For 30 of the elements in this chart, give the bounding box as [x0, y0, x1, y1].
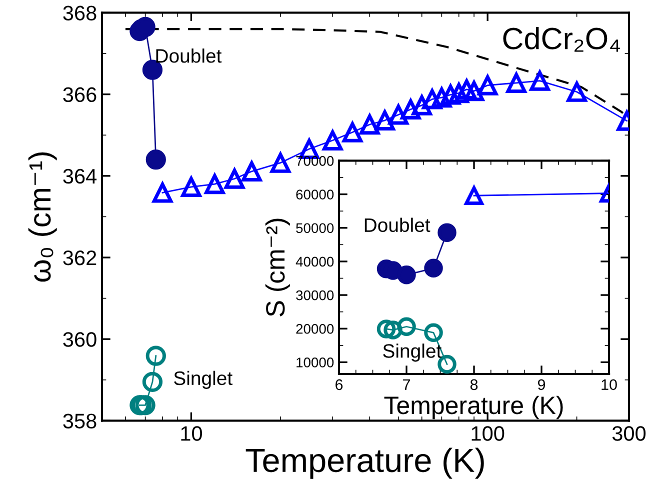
y-tick-label: 360: [63, 332, 96, 347]
y-tick-label: 20000: [296, 324, 334, 334]
y-tick-label: 30000: [296, 290, 334, 300]
x-tick-label: 8: [470, 379, 478, 390]
x-tick-label: 7: [403, 379, 410, 390]
x-axis-title: Temperature (K): [246, 448, 484, 479]
y-tick-label: 358: [63, 414, 96, 428]
y-tick-label: 60000: [296, 190, 334, 200]
series-label: Singlet: [174, 370, 232, 389]
y-tick-label: 364: [63, 168, 97, 184]
y-axis-title: S (cm⁻²): [265, 218, 290, 316]
y-tick-label: 368: [63, 6, 96, 20]
series-label: Singlet: [383, 344, 442, 362]
x-tick-label: 6: [336, 379, 343, 390]
y-axis-title: ω₀ (cm⁻¹): [28, 152, 57, 282]
series-label: Doublet: [364, 218, 430, 232]
x-tick-label: 10: [602, 379, 617, 390]
x-tick-label: 9: [538, 379, 546, 390]
y-tick-label: 10000: [296, 358, 334, 368]
y-tick-label: 50000: [296, 223, 334, 234]
x-tick-label: 300: [612, 426, 646, 441]
annotation: CdCr₂O₄: [503, 26, 620, 52]
y-tick-label: 40000: [296, 256, 334, 267]
series-label: Doublet: [156, 48, 222, 63]
y-tick-label: 362: [63, 250, 96, 266]
x-axis-title: Temperature (K): [384, 396, 563, 420]
x-tick-label: 100: [472, 426, 504, 441]
y-tick-label: 70000: [296, 156, 334, 166]
x-tick-label: 10: [181, 426, 202, 441]
y-tick-label: 366: [63, 87, 96, 102]
